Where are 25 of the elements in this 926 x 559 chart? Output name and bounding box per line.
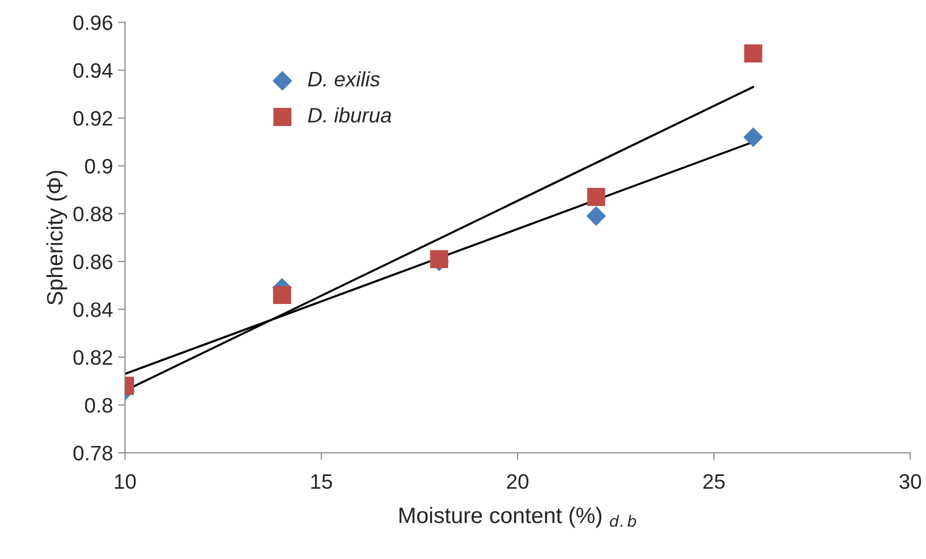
x-axis-title: Moisture content (%) $_{d.b}$: [400, 506, 636, 528]
legend-label: D. iburua: [308, 107, 392, 123]
y-tick-label: 0.88: [73, 206, 112, 222]
x-tick-label: 20: [507, 474, 528, 489]
y-tick-label: 0.78: [73, 446, 112, 461]
point: [743, 127, 764, 147]
x-tick-label: 30: [899, 474, 922, 489]
legend-label: D. exilis: [308, 71, 380, 87]
y-tick-label: 0.84: [73, 302, 113, 318]
y-tick-label: 0.92: [73, 111, 112, 126]
point: [587, 188, 606, 206]
x-tick-label: 15: [311, 474, 332, 489]
y-tick-label: 0.94: [73, 63, 113, 78]
y-tick-label: 0.82: [73, 350, 112, 365]
x-tick-label: 25: [703, 474, 725, 489]
point: [430, 250, 448, 268]
point: [744, 44, 762, 62]
point: [586, 206, 606, 226]
y-tick-label: 0.96: [73, 15, 112, 30]
point: [273, 286, 292, 304]
y-tick-label: 0.9: [85, 158, 112, 174]
y-axis-title: Sphericity (Φ): [46, 170, 68, 305]
y-tick-label: 0.8: [85, 398, 112, 413]
x-tick-label: 10: [115, 474, 136, 489]
y-tick-label: 0.86: [73, 254, 112, 270]
